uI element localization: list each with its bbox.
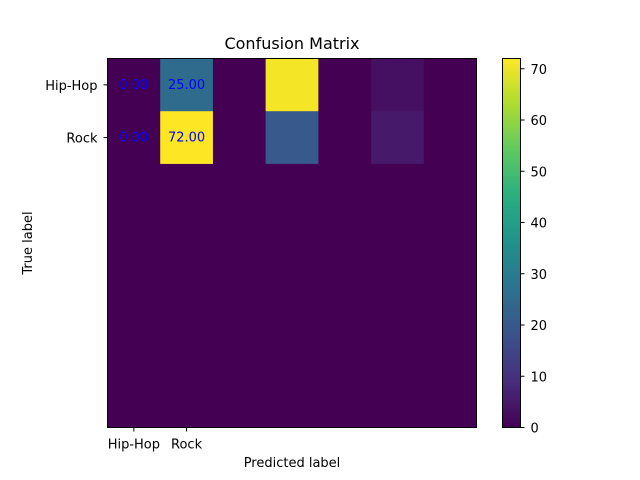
heatmap-cell-r3-c6: [423, 216, 477, 270]
heatmap-cell-r3-c1: [160, 216, 214, 270]
heatmap-cell-r6-c4: [318, 374, 372, 428]
heatmap-cell-r6-c6: [423, 374, 477, 428]
cell-annotation: 25.00: [168, 78, 205, 93]
heatmap-cell-r0-c1: [160, 58, 214, 112]
heatmap-cell-r0-c6: [423, 58, 477, 112]
heatmap-cell-r3-c0: [107, 216, 161, 270]
y-axis-label: True label: [21, 211, 36, 275]
heatmap-cell-r1-c1: [160, 111, 214, 165]
heatmap-cell-r2-c4: [318, 163, 372, 218]
heatmap-cell-r4-c4: [318, 269, 372, 323]
cell-annotations: 0.00 25.00 0.00 72.00: [119, 78, 205, 146]
colorbar-tick-label: 50: [531, 165, 548, 180]
heatmap-cell-r5-c6: [423, 322, 477, 376]
heatmap-cell-r6-c5: [371, 374, 425, 428]
heatmap-cell-r1-c6: [423, 111, 477, 165]
x-tick-label: Rock: [171, 438, 203, 453]
heatmap-cell-r0-c4: [318, 58, 372, 112]
heatmap-cell-r5-c2: [212, 322, 267, 376]
heatmap-cell-r2-c5: [371, 163, 425, 218]
heatmap-cell-r5-c0: [107, 322, 161, 376]
heatmap-cell-r5-c3: [265, 322, 319, 376]
heatmap-cell-r2-c6: [423, 163, 477, 218]
y-tick-label: Rock: [66, 132, 98, 147]
heatmap-cell-r3-c3: [265, 216, 319, 270]
heatmap-cell-r5-c1: [160, 322, 214, 376]
colorbar-tick-label: 0: [531, 422, 539, 437]
cell-annotation: 72.00: [168, 131, 205, 146]
y-axis-ticks: Hip-Hop Rock: [45, 79, 108, 147]
chart-title: Confusion Matrix: [224, 34, 359, 53]
heatmap-cell-r6-c0: [107, 374, 161, 428]
heatmap-cell-r4-c3: [265, 269, 319, 323]
heatmap-cell-r4-c1: [160, 269, 214, 323]
colorbar-ticks: 0 10 20 30 40 50 60 70: [520, 63, 548, 437]
heatmap-cell-r6-c3: [265, 374, 319, 428]
heatmap-cell-r1-c2: [212, 111, 267, 165]
colorbar-tick-label: 30: [531, 268, 548, 283]
colorbar-tick-label: 20: [531, 319, 548, 334]
heatmap-cell-r0-c5: [371, 58, 425, 112]
heatmap-cells: [107, 58, 477, 428]
heatmap-cell-r0-c3: [265, 58, 319, 112]
heatmap-cell-r3-c5: [371, 216, 425, 270]
colorbar-tick-label: 40: [531, 217, 548, 232]
heatmap-cell-r6-c1: [160, 374, 214, 428]
y-tick-label: Hip-Hop: [45, 79, 97, 94]
colorbar-tick-label: 10: [531, 370, 548, 385]
cell-annotation: 0.00: [119, 131, 148, 146]
heatmap-cell-r1-c0: [107, 111, 161, 165]
heatmap-cell-r0-c2: [212, 58, 267, 112]
heatmap-cell-r1-c4: [318, 111, 372, 165]
heatmap-cell-r2-c1: [160, 163, 214, 218]
heatmap-cell-r2-c3: [265, 163, 319, 218]
colorbar-tick-label: 70: [531, 63, 548, 78]
heatmap-cell-r2-c0: [107, 163, 161, 218]
cell-annotation: 0.00: [119, 78, 148, 93]
heatmap-cell-r4-c5: [371, 269, 425, 323]
heatmap-cell-r1-c3: [265, 111, 319, 165]
x-axis-label: Predicted label: [244, 456, 341, 471]
heatmap-cell-r5-c4: [318, 322, 372, 376]
heatmap-cell-r3-c2: [212, 216, 267, 270]
heatmap-cell-r2-c2: [212, 163, 267, 218]
colorbar-tick-label: 60: [531, 114, 548, 129]
heatmap-cell-r0-c0: [107, 58, 161, 112]
heatmap-cell-r5-c5: [371, 322, 425, 376]
heatmap-cell-r6-c2: [212, 374, 267, 428]
heatmap-cell-r4-c6: [423, 269, 477, 323]
plot-frame: [107, 58, 477, 428]
heatmap-cell-r4-c0: [107, 269, 161, 323]
x-tick-label: Hip-Hop: [108, 438, 160, 453]
colorbar: [502, 58, 521, 428]
heatmap-cell-r4-c2: [212, 269, 267, 323]
heatmap-cell-r3-c4: [318, 216, 372, 270]
x-axis-ticks: Hip-Hop Rock: [108, 427, 203, 453]
heatmap-cell-r1-c5: [371, 111, 425, 165]
